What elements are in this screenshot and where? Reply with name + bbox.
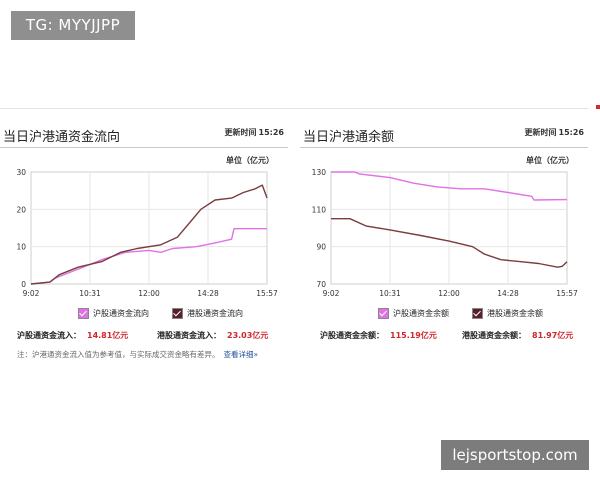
flow-update-value: 15:26 (258, 128, 284, 137)
balance-legend-item-hk[interactable]: 港股通资金余额 (472, 308, 543, 319)
balance-x-tick-label: 9:02 (323, 289, 340, 298)
flow-y-tick-label: 0 (21, 280, 26, 289)
flow-stat-hk-label: 港股通资金流入： (157, 331, 221, 340)
flow-x-tick-label: 10:31 (79, 289, 101, 298)
watermark-bottom: lejsportstop.com (441, 440, 589, 470)
flow-stat-hk: 港股通资金流入： 23.03亿元 (157, 330, 268, 341)
flow-x-tick-label: 9:02 (23, 289, 40, 298)
flow-panel: 当日沪港通资金流向 更新时间 15:26 单位（亿元） 9:02 10:31 12:0… (0, 118, 288, 365)
flow-y-tick-label: 10 (16, 243, 26, 252)
red-marker (596, 105, 600, 109)
flow-title: 当日沪港通资金流向 (3, 130, 121, 145)
flow-x-tick-label: 15:57 (256, 289, 278, 298)
balance-stat-sh-value: 115.19亿元 (390, 331, 437, 340)
balance-x-tick-label: 14:28 (497, 289, 519, 298)
checkbox-icon[interactable] (172, 308, 183, 319)
balance-y-tick-label: 110 (312, 205, 327, 214)
flow-update-label: 更新时间 (224, 128, 257, 137)
checkbox-icon[interactable] (78, 308, 89, 319)
balance-title-divider (300, 147, 588, 148)
balance-chart: 9:02 10:31 12:00 14:28 15:57 70 90 110 130 (312, 168, 578, 298)
flow-y-tick-label: 30 (16, 168, 26, 177)
balance-series-line-0 (331, 171, 568, 201)
balance-legend-label-sh: 沪股通资金余额 (393, 309, 449, 318)
flow-x-tick-label: 14:28 (197, 289, 219, 298)
balance-stat-hk: 港股通资金余额： 81.97亿元 (462, 330, 573, 341)
flow-note: 注：沪港通资金流入值为参考值，与实际成交资金略有差异。 查看详细» (17, 349, 258, 360)
balance-panel: 当日沪港通余额 更新时间 15:26 单位（亿元） 9:02 10:31 12:00 1… (300, 118, 588, 365)
balance-update-label: 更新时间 (524, 128, 557, 137)
balance-stat-hk-label: 港股通资金余额： (462, 331, 526, 340)
balance-x-tick-label: 12:00 (438, 289, 460, 298)
flow-x-tick-label: 12:00 (138, 289, 160, 298)
balance-x-tick-label: 10:31 (379, 289, 401, 298)
balance-stat-sh-label: 沪股通资金余额： (320, 331, 384, 340)
watermark-top: TG: MYYJJPP (11, 11, 135, 40)
flow-title-divider (0, 147, 288, 148)
balance-update-value: 15:26 (558, 128, 584, 137)
flow-unit: 单位（亿元） (226, 156, 274, 165)
flow-legend-label-hk: 港股通资金流向 (187, 309, 243, 318)
balance-y-tick-label: 130 (312, 168, 327, 177)
flow-stat-sh: 沪股通资金流入： 14.81亿元 (17, 330, 128, 341)
balance-y-tick-label: 90 (316, 243, 326, 252)
flow-legend-item-sh[interactable]: 沪股通资金流向 (78, 308, 149, 319)
flow-series-line-1 (30, 184, 268, 285)
balance-y-tick-label: 70 (316, 280, 326, 289)
balance-stat-hk-value: 81.97亿元 (532, 331, 574, 340)
balance-series-line-1 (331, 218, 568, 268)
flow-legend-label-sh: 沪股通资金流向 (93, 309, 149, 318)
flow-stat-sh-label: 沪股通资金流入： (17, 331, 81, 340)
flow-stat-sh-value: 14.81亿元 (87, 331, 129, 340)
flow-legend: 沪股通资金流向 港股通资金流向 (0, 308, 288, 322)
view-details-link[interactable]: 查看详细» (223, 350, 259, 359)
flow-series-line-0 (30, 228, 267, 285)
top-divider (0, 108, 588, 109)
balance-legend: 沪股通资金余额 港股通资金余额 (300, 308, 588, 322)
checkbox-icon[interactable] (472, 308, 483, 319)
flow-legend-item-hk[interactable]: 港股通资金流向 (172, 308, 243, 319)
flow-stat-hk-value: 23.03亿元 (227, 331, 269, 340)
balance-stat-sh: 沪股通资金余额： 115.19亿元 (320, 330, 437, 341)
balance-update-time: 更新时间 15:26 (525, 127, 584, 138)
balance-unit: 单位（亿元） (526, 156, 574, 165)
balance-x-tick-label: 15:57 (556, 289, 578, 298)
flow-note-text: 注：沪港通资金流入值为参考值，与实际成交资金略有差异。 (17, 350, 220, 359)
balance-title: 当日沪港通余额 (303, 130, 395, 145)
balance-legend-label-hk: 港股通资金余额 (487, 309, 543, 318)
checkbox-icon[interactable] (378, 308, 389, 319)
flow-chart: 9:02 10:31 12:00 14:28 15:57 0 10 20 30 (16, 168, 278, 298)
flow-y-tick-label: 20 (16, 205, 26, 214)
balance-legend-item-sh[interactable]: 沪股通资金余额 (378, 308, 449, 319)
flow-update-time: 更新时间 15:26 (225, 127, 284, 138)
